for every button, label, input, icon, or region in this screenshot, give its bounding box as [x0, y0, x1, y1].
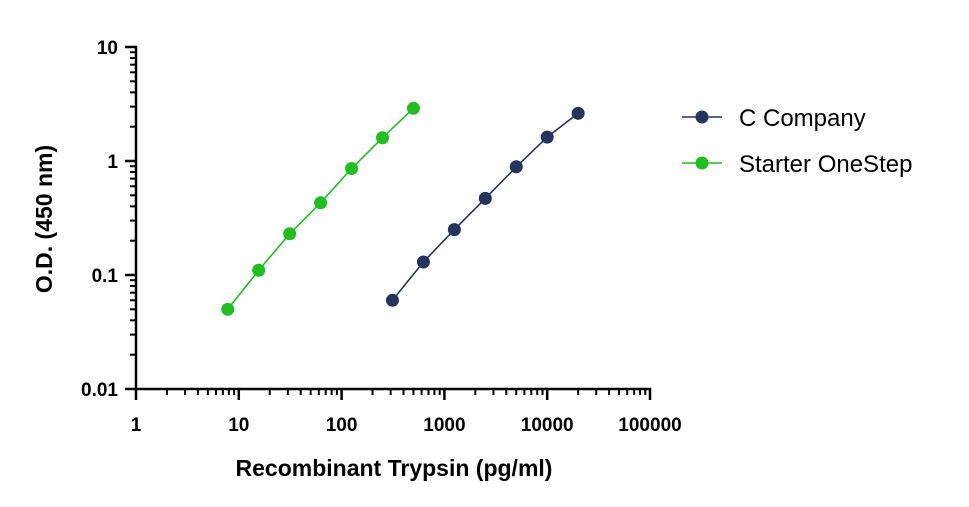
legend-label: C Company: [739, 105, 866, 132]
data-point: [416, 255, 430, 269]
data-point: [314, 196, 328, 210]
x-tick-label: 1: [131, 415, 142, 436]
series-1: [385, 106, 585, 307]
x-tick-label: 100: [326, 415, 358, 436]
series-2: [221, 101, 420, 316]
series-layer: [221, 101, 585, 316]
data-point: [447, 223, 461, 237]
data-point: [478, 191, 492, 205]
x-tick-label: 100000: [618, 415, 681, 436]
legend-item: C Company: [682, 105, 866, 132]
legend-label: Starter OneStep: [739, 151, 912, 178]
legend: C Company Starter OneStep: [682, 105, 912, 178]
y-tick-label: 0.1: [92, 266, 119, 287]
x-tick-label: 10: [228, 415, 249, 436]
y-axis-title: O.D. (450 nm): [31, 145, 57, 293]
y-tick-label: 10: [97, 38, 118, 59]
x-axis-title: Recombinant Trypsin (pg/ml): [236, 455, 553, 481]
legend-marker: [695, 110, 709, 124]
y-tick-label: 0.01: [81, 380, 118, 401]
axes: 1 10 100 1000 10000 100000 0.01 0.1 1 10: [81, 38, 682, 436]
data-point: [385, 293, 399, 307]
y-tick-label: 1: [107, 152, 118, 173]
data-point: [221, 302, 235, 316]
data-point: [283, 227, 297, 241]
data-point: [376, 131, 390, 145]
data-point: [252, 263, 266, 277]
legend-marker: [695, 156, 709, 170]
x-tick-label: 10000: [521, 415, 574, 436]
data-point: [509, 160, 523, 174]
legend-item: Starter OneStep: [682, 151, 912, 178]
data-point: [345, 161, 359, 175]
x-tick-label: 1000: [423, 415, 465, 436]
data-point: [406, 101, 420, 115]
data-point: [571, 106, 585, 120]
data-point: [540, 130, 554, 144]
